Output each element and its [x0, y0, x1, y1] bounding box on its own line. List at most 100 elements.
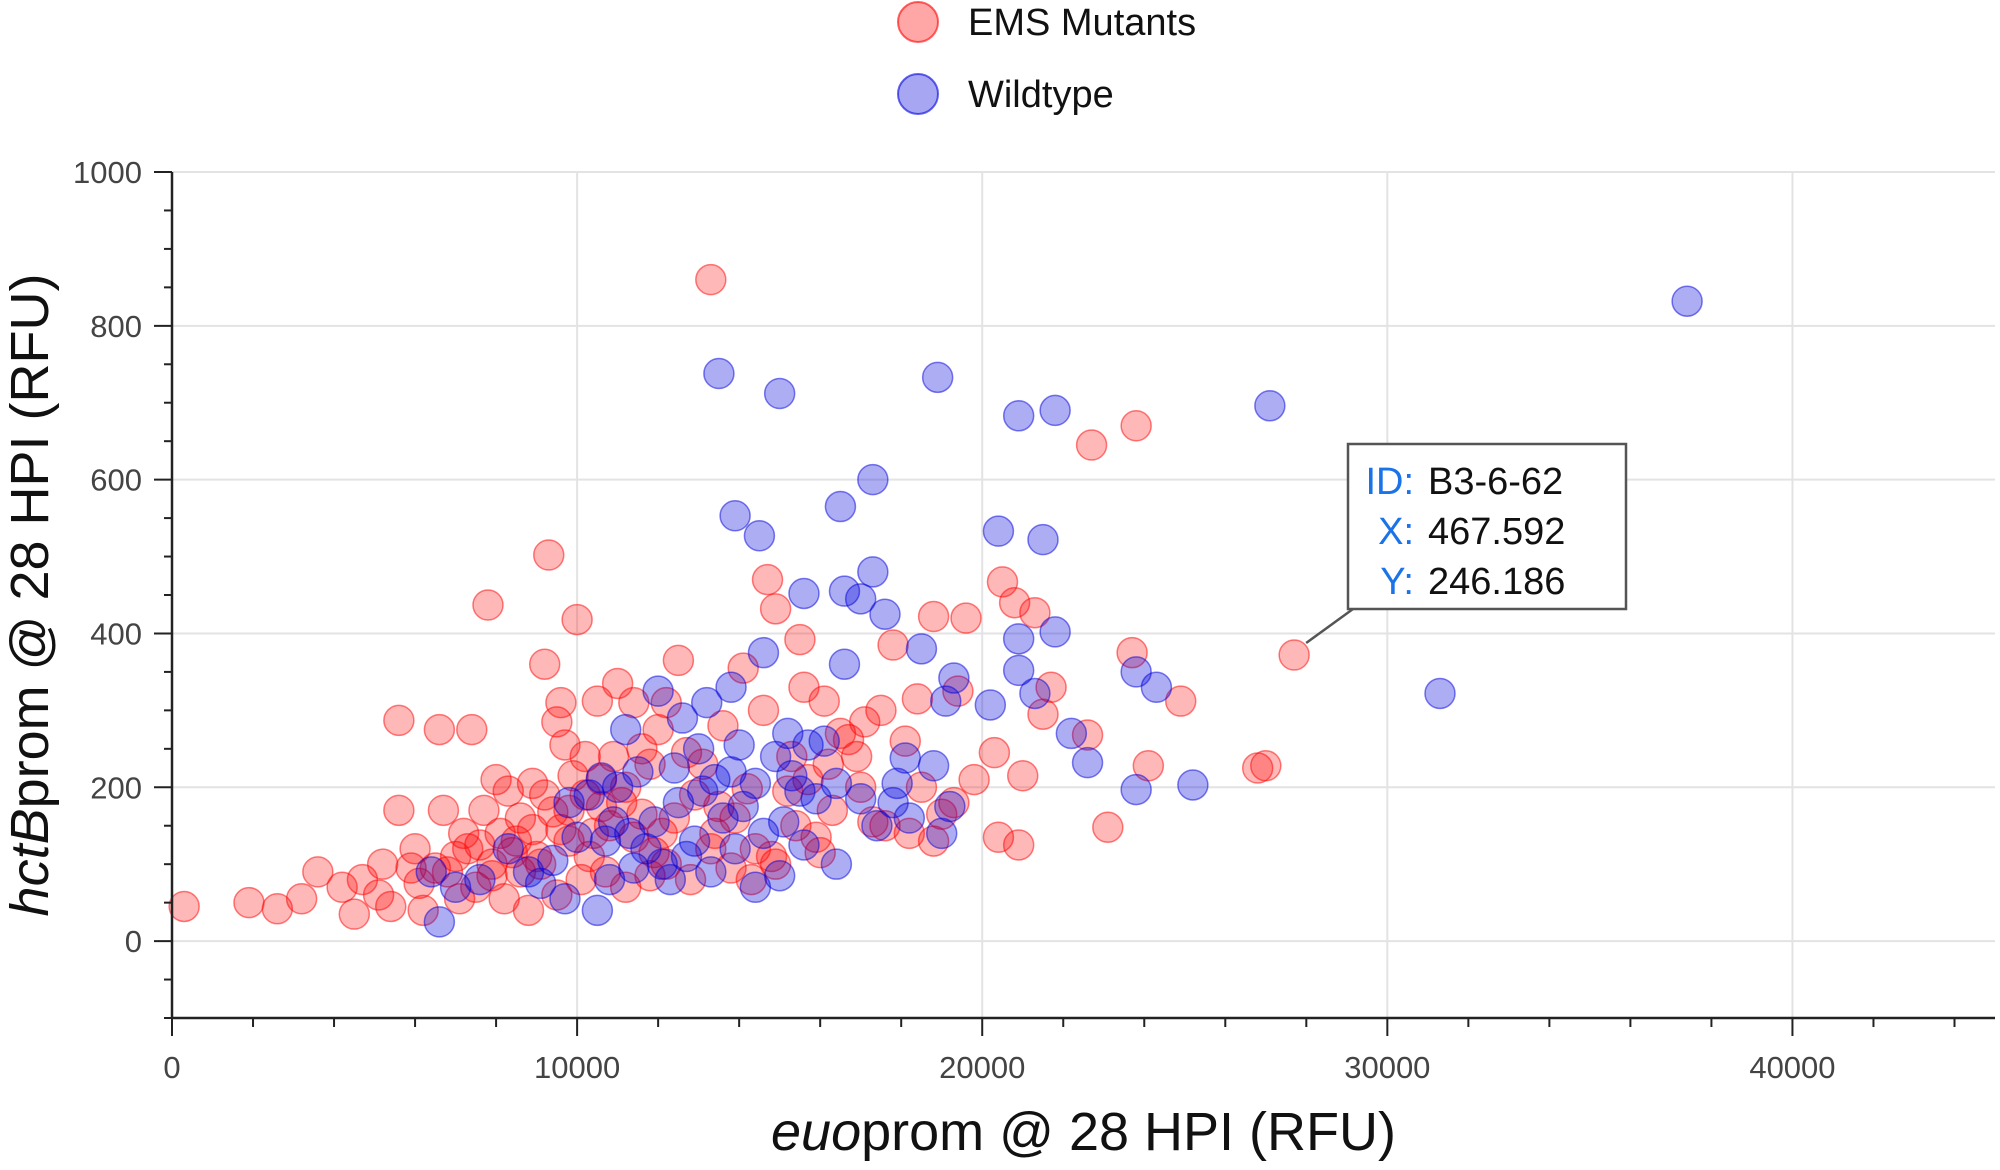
data-point	[581, 685, 614, 717]
data-point	[982, 821, 1015, 854]
data-point	[784, 623, 816, 656]
data-point	[934, 790, 966, 823]
data-point	[1075, 429, 1108, 461]
data-point	[605, 786, 638, 819]
data-point	[780, 809, 812, 842]
data-point	[998, 586, 1031, 619]
data-point	[338, 898, 371, 930]
data-point	[362, 879, 395, 911]
data-point	[524, 867, 557, 900]
data-point	[1002, 829, 1035, 861]
data-point	[1019, 677, 1051, 710]
data-point	[630, 833, 662, 865]
data-point	[549, 729, 581, 761]
data-point	[1241, 752, 1274, 784]
data-point	[383, 704, 415, 737]
data-point	[917, 749, 950, 782]
tooltip-x-value: 467.592	[1428, 511, 1565, 553]
data-point	[233, 886, 265, 919]
data-point	[451, 833, 484, 865]
tooltip-x-key: X:	[1378, 511, 1414, 553]
data-point	[727, 790, 759, 823]
data-point	[808, 725, 840, 757]
data-point	[642, 675, 674, 707]
data-point	[824, 717, 857, 750]
data-point	[877, 629, 909, 661]
data-point	[978, 736, 1011, 769]
data-point	[285, 883, 318, 915]
data-point	[1002, 400, 1035, 432]
data-point	[788, 577, 820, 610]
data-point	[609, 713, 642, 746]
data-point	[1116, 636, 1148, 669]
data-point	[759, 593, 792, 625]
data-point	[938, 786, 970, 819]
tooltip-id-key: ID:	[1365, 461, 1414, 503]
data-point	[707, 802, 739, 834]
data-point	[844, 583, 877, 615]
y-tick-label: 200	[90, 770, 142, 805]
data-point	[1027, 523, 1059, 556]
tooltip-y-key: Y:	[1380, 561, 1414, 603]
legend-label: Wildtype	[968, 74, 1114, 116]
data-point	[695, 833, 727, 865]
data-point	[695, 856, 727, 888]
series-ems-mutants	[168, 263, 1310, 930]
data-point	[326, 871, 358, 904]
data-point	[824, 490, 857, 523]
data-point	[788, 671, 820, 704]
data-point	[666, 702, 699, 734]
data-point	[468, 794, 500, 827]
data-point	[399, 833, 431, 865]
data-point	[439, 871, 472, 904]
hover-tooltip: ID: B3-6-62 X: 467.592 Y: 246.186	[1305, 442, 1628, 645]
tooltip-pointer-line	[1305, 607, 1354, 645]
data-point	[415, 856, 448, 888]
data-point	[561, 821, 593, 854]
data-point	[865, 694, 897, 727]
data-point	[1424, 677, 1456, 710]
x-tick-label: 30000	[1344, 1050, 1430, 1085]
data-point	[1039, 616, 1071, 648]
x-axis-title-italic: euo	[771, 1102, 861, 1162]
data-point	[431, 856, 464, 888]
data-point	[869, 598, 901, 630]
data-point	[423, 713, 456, 746]
data-point	[581, 894, 614, 927]
data-point	[403, 867, 435, 900]
data-point	[549, 883, 581, 915]
legend-item: EMS Mutants	[897, 1, 1196, 44]
data-point	[763, 859, 796, 892]
data-point	[816, 794, 849, 827]
legend-marker	[897, 1, 939, 43]
data-point	[747, 636, 780, 669]
data-point	[1055, 717, 1088, 750]
data-point	[553, 786, 585, 819]
data-point	[747, 817, 780, 850]
data-point	[776, 740, 808, 773]
data-point	[516, 767, 549, 800]
data-point	[974, 689, 1007, 721]
data-point	[375, 890, 407, 923]
y-tick-label: 0	[125, 924, 142, 959]
x-axis-title: euoprom @ 28 HPI (RFU)	[771, 1102, 1396, 1162]
data-point	[1120, 773, 1152, 806]
data-point	[719, 833, 751, 865]
x-tick-label: 0	[163, 1050, 180, 1085]
data-point	[986, 566, 1019, 598]
data-point	[690, 686, 723, 719]
tooltip-box	[1346, 442, 1628, 611]
legend-label: EMS Mutants	[968, 2, 1196, 44]
data-point	[930, 685, 962, 717]
data-point	[618, 852, 650, 884]
data-point	[561, 603, 593, 636]
data-point	[512, 894, 545, 927]
data-point	[820, 848, 853, 880]
data-point	[703, 357, 735, 390]
data-point	[407, 894, 439, 927]
y-tick-label: 600	[90, 463, 142, 498]
data-point	[528, 648, 561, 680]
data-point	[1092, 811, 1124, 844]
x-tick-label: 10000	[534, 1050, 620, 1085]
legend: EMS Mutants Wildtype	[897, 1, 1196, 116]
